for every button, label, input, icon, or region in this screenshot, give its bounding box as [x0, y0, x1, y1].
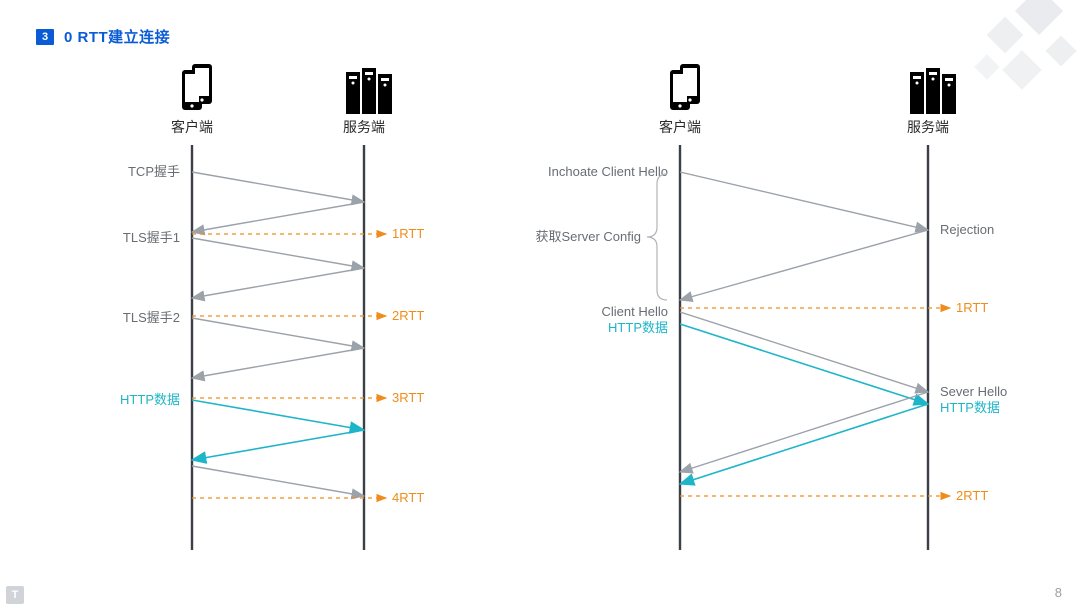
message-label: HTTP数据 — [120, 392, 180, 407]
rtt-label: 2RTT — [956, 488, 988, 503]
message-label: TLS握手1 — [123, 230, 180, 245]
message-arrow — [192, 268, 364, 298]
message-label: Inchoate Client Hello — [548, 164, 668, 179]
message-arrow — [192, 466, 364, 496]
message-label: TLS握手2 — [123, 310, 180, 325]
message-arrow — [680, 312, 928, 392]
rtt-label: 1RTT — [392, 226, 424, 241]
message-arrow — [680, 392, 928, 472]
server-label: 服务端 — [343, 119, 385, 135]
phone-icon — [670, 64, 700, 110]
message-arrow — [680, 230, 928, 300]
phone-icon — [182, 64, 212, 110]
server-label: 服务端 — [907, 119, 949, 135]
message-sublabel: HTTP数据 — [940, 400, 1000, 415]
message-arrow — [192, 172, 364, 202]
message-arrow — [192, 318, 364, 348]
right-sequence-diagram: 客户端 服务端 Inchoate Client Hello Rejection Cl… — [536, 64, 1008, 550]
message-arrow — [680, 324, 928, 404]
message-label: Client Hello — [602, 304, 668, 319]
server-icon — [346, 68, 392, 114]
curly-brace — [647, 174, 667, 300]
message-arrow — [192, 202, 364, 232]
message-arrow — [192, 238, 364, 268]
client-label: 客户端 — [659, 119, 701, 135]
message-arrow — [192, 348, 364, 378]
message-sublabel: HTTP数据 — [608, 320, 668, 335]
rtt-label: 2RTT — [392, 308, 424, 323]
message-arrow — [680, 172, 928, 230]
message-label: Sever Hello — [940, 384, 1007, 399]
brace-label: 获取Server Config — [536, 229, 641, 244]
rtt-label: 4RTT — [392, 490, 424, 505]
left-sequence-diagram: 客户端 服务端 TCP握手 TLS握手1 TLS握手2 HTTP数据 1RTT 2RTT… — [120, 64, 424, 550]
client-label: 客户端 — [171, 119, 213, 135]
sequence-diagrams-svg: 客户端 服务端 TCP握手 TLS握手1 TLS握手2 HTTP数据 1RTT 2RTT… — [0, 0, 1080, 608]
message-label: Rejection — [940, 222, 994, 237]
message-arrow — [192, 400, 364, 430]
message-arrow — [192, 430, 364, 460]
server-icon — [910, 68, 956, 114]
message-label: TCP握手 — [128, 164, 180, 179]
rtt-label: 1RTT — [956, 300, 988, 315]
message-arrow — [680, 404, 928, 484]
rtt-label: 3RTT — [392, 390, 424, 405]
